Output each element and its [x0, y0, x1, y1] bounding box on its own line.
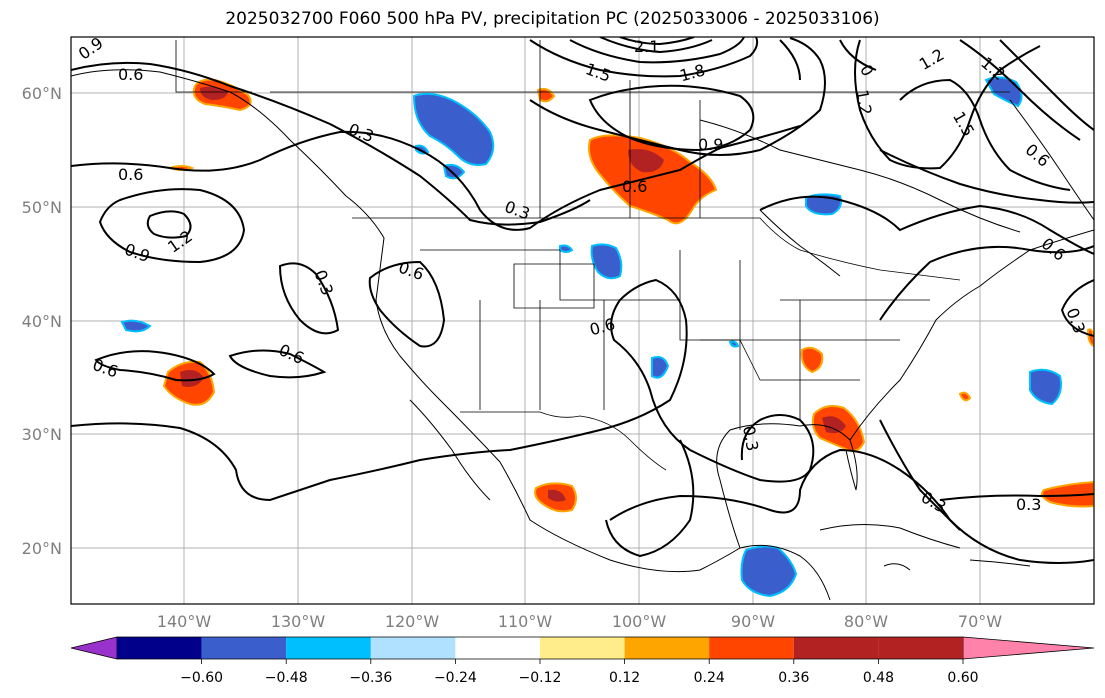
contour-label: 1.2 — [852, 88, 875, 116]
precip-core-mexico — [548, 489, 566, 502]
precip-negative-atlantic — [1029, 368, 1062, 406]
precip-core-florida — [822, 416, 846, 434]
contour-0.3-pacific-east — [278, 262, 340, 335]
contour-label: 0.3 — [1016, 495, 1041, 514]
lat-label-30: 30°N — [22, 425, 62, 444]
lat-label-40: 40°N — [22, 312, 62, 331]
contour-2.1-canada — [599, 37, 713, 54]
colorbar-tick-label: 0.12 — [609, 670, 640, 686]
contour-label: 0.6 — [118, 165, 143, 184]
figure-title: 2025032700 F060 500 hPa PV, precipitatio… — [225, 9, 880, 29]
latitude-labels: 60°N 50°N 40°N 30°N 20°N — [22, 84, 62, 558]
precip-positive-edge — [1086, 328, 1094, 348]
colorbar-segment — [201, 637, 287, 659]
colorbar-tick-label: −0.60 — [180, 670, 223, 686]
contour-0.6-west — [368, 260, 446, 348]
precip-negative-yucatan — [740, 545, 798, 598]
contour-label: 0.9 — [698, 135, 723, 154]
colorbar-tick-label: 0.60 — [947, 670, 978, 686]
contour-label: 0.6 — [118, 65, 143, 84]
contour-2.4-canada — [619, 37, 695, 46]
contour-0.9-northeast — [759, 195, 1094, 255]
colorbar-tick-label: 0.48 — [863, 670, 894, 686]
contour-0.3-north — [71, 125, 801, 231]
coastlines — [71, 69, 1094, 601]
contour-1.2-pacific — [146, 210, 192, 239]
precip-core-pacific-east — [180, 370, 204, 387]
lon-label-100: 100°W — [612, 612, 667, 631]
contour-label: 0.6 — [622, 177, 647, 196]
colorbar-segment — [878, 637, 963, 659]
colorbar-tick-label: −0.48 — [265, 670, 308, 686]
contour-0.3-atlantic-edge — [1060, 279, 1094, 337]
contour-0.6-pacific-south — [94, 350, 216, 382]
colorbar-left-extension — [70, 636, 118, 660]
colorbar-tick-label: −0.12 — [519, 670, 562, 686]
contour-0.6-pacific-mid — [228, 349, 327, 379]
contour-1.5-canada — [529, 37, 759, 78]
lon-label-90: 90°W — [731, 612, 775, 631]
precip-shading — [120, 76, 1094, 598]
contour-0.3-east — [939, 493, 1094, 501]
colorbar-tick-label: 0.24 — [694, 670, 725, 686]
lon-label-130: 130°W — [271, 612, 326, 631]
contour-1.2-canada — [529, 37, 826, 156]
contour-label: 0.3 — [739, 424, 762, 452]
lon-label-70: 70°W — [958, 612, 1002, 631]
figure-title-container: 2025032700 F060 500 hPa PV, precipitatio… — [0, 0, 1105, 32]
colorbar-tick-marks — [201, 659, 964, 664]
colorbar-tick-label: 0.36 — [778, 670, 809, 686]
precip-negative-rockies-small — [559, 244, 574, 253]
contour-0.9-labrador — [959, 39, 1081, 141]
contour-1.5-hudson — [899, 78, 1071, 191]
colorbar-segment — [117, 637, 202, 659]
contour-0.3-gulf — [689, 414, 815, 483]
contour-0.6-northeast — [879, 245, 1094, 321]
colorbar: −0.60 −0.48 −0.36 −0.24 −0.12 0.12 0.24 … — [70, 636, 1095, 686]
lat-label-50: 50°N — [22, 198, 62, 217]
contour-0.6-mexico — [605, 439, 695, 558]
precip-negative-tiny — [728, 340, 740, 348]
colorbar-segment — [286, 637, 371, 659]
colorbar-segment — [624, 637, 710, 659]
colorbar-tick-label: −0.36 — [349, 670, 392, 686]
contour-0.6-south — [71, 278, 691, 502]
contour-0.3-atlantic — [879, 419, 961, 531]
colorbar-segment — [455, 637, 540, 659]
lon-label-110: 110°W — [498, 612, 553, 631]
colorbar-segment — [709, 637, 794, 659]
lon-label-120: 120°W — [385, 612, 440, 631]
contour-1.2-east — [879, 149, 1094, 204]
colorbar-right-extension — [962, 636, 1095, 660]
lon-label-140: 140°W — [157, 612, 212, 631]
contour-fragments — [779, 39, 877, 81]
precip-negative-texas — [651, 356, 670, 379]
pv-contours — [71, 37, 1094, 564]
precip-negative-greatlakes — [805, 193, 842, 216]
precip-negative-bc — [412, 92, 495, 166]
contour-label: 2.1 — [634, 37, 659, 56]
precip-positive-southeast — [800, 346, 824, 374]
contour-1.8-canada — [569, 37, 745, 64]
precip-core-alaska — [200, 86, 228, 100]
precip-core-plains — [628, 149, 664, 173]
map-border — [70, 36, 1095, 605]
colorbar-segment — [370, 637, 456, 659]
colorbar-segment — [793, 637, 879, 659]
colorbar-segment — [540, 637, 625, 659]
contour-0.3-caribbean — [609, 448, 1094, 564]
precip-negative-pacific — [120, 319, 152, 333]
lat-label-60: 60°N — [22, 84, 62, 103]
contour-0.6-labrador — [999, 39, 1094, 131]
precip-positive-atlantic-small — [958, 391, 972, 402]
political-borders — [175, 40, 1010, 471]
lon-label-80: 80°W — [844, 612, 888, 631]
colorbar-ticks: −0.60 −0.48 −0.36 −0.24 −0.12 0.12 0.24 … — [180, 670, 978, 686]
longitude-labels: 140°W 130°W 120°W 110°W 100°W 90°W 80°W … — [157, 612, 1002, 631]
colorbar-tick-label: −0.24 — [434, 670, 477, 686]
lat-label-20: 20°N — [22, 539, 62, 558]
contour-0.9-pacific — [98, 188, 246, 264]
contour-0.6-north — [71, 61, 591, 226]
